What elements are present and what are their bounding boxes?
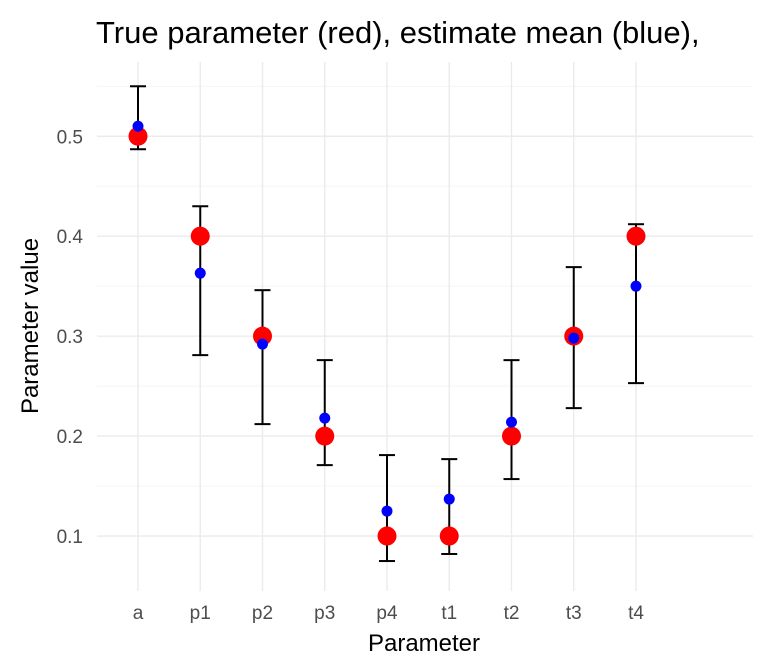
y-tick-label: 0.2: [57, 427, 83, 448]
x-tick-label: p3: [314, 603, 335, 624]
estimate-mean-point: [630, 280, 642, 292]
y-tick-label: 0.3: [57, 327, 83, 348]
x-tick-label: t2: [504, 603, 520, 624]
x-tick-labels: a p1 p2 p3 p4 t1 t2 t3 t4: [133, 603, 645, 624]
x-tick-label: p4: [376, 603, 398, 624]
true-parameter-point: [315, 426, 335, 446]
estimate-mean-point: [381, 505, 393, 517]
error-bar: [254, 289, 271, 426]
estimate-mean-point: [319, 412, 331, 424]
estimate-mean-points: [132, 120, 642, 517]
x-tick-label: t1: [441, 603, 457, 624]
true-parameter-point: [190, 226, 210, 246]
true-parameter-point: [128, 126, 148, 146]
true-parameter-point: [439, 526, 459, 546]
x-tick-label: t3: [566, 603, 582, 624]
chart-title: True parameter (red), estimate mean (blu…: [96, 15, 700, 50]
true-parameter-point: [377, 526, 397, 546]
x-tick-label: a: [133, 603, 144, 624]
estimate-mean-point: [443, 493, 455, 505]
error-bars: [130, 85, 644, 563]
x-tick-label: p2: [252, 603, 273, 624]
true-parameter-point: [253, 326, 272, 346]
y-tick-label: 0.5: [57, 127, 83, 148]
grid: [97, 62, 753, 591]
y-tick-labels: 0.1 0.2 0.3 0.4 0.5: [57, 127, 84, 548]
true-parameter-point: [502, 426, 521, 446]
true-parameter-point: [626, 226, 646, 246]
x-axis-title: Parameter: [368, 630, 480, 657]
estimate-mean-point: [568, 332, 580, 344]
estimate-mean-point: [132, 120, 144, 132]
x-tick-label: t4: [628, 603, 644, 624]
error-bar: [628, 223, 644, 385]
y-tick-label: 0.1: [57, 527, 83, 548]
x-tick-label: p1: [190, 603, 211, 624]
y-tick-label: 0.4: [57, 227, 84, 248]
estimate-mean-point: [257, 338, 268, 350]
y-axis-title: Parameter value: [17, 238, 44, 414]
estimate-mean-point: [194, 267, 206, 279]
estimate-mean-point: [506, 416, 517, 428]
true-parameter-points: [128, 126, 646, 546]
